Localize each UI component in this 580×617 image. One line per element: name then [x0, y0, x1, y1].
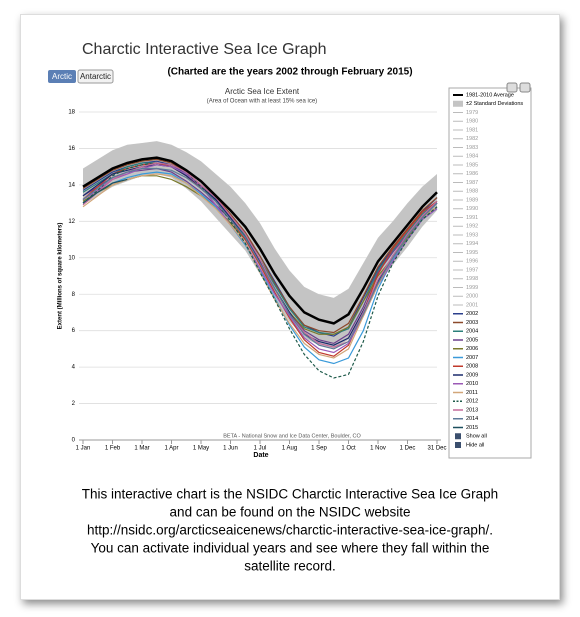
legend-button-icon[interactable] — [455, 433, 461, 440]
y-tick-label: 12 — [68, 219, 75, 225]
legend-label[interactable]: 2001 — [466, 302, 478, 308]
credit: BETA - National Snow and Ice Data Center… — [223, 433, 361, 439]
legend-label[interactable]: 1996 — [466, 259, 478, 265]
legend-label[interactable]: 1985 — [466, 162, 478, 168]
legend-label[interactable]: 2014 — [466, 416, 478, 422]
legend-label[interactable]: 1999 — [466, 285, 478, 291]
legend-label[interactable]: ±2 Standard Deviations — [466, 101, 523, 107]
y-tick-label: 16 — [68, 146, 75, 152]
chart-title: Arctic Sea Ice Extent — [225, 87, 300, 96]
legend-label[interactable]: 1987 — [466, 180, 478, 186]
tab-antarctic[interactable]: Antarctic — [80, 72, 111, 81]
caption-line: and can be found on the NSIDC website — [170, 505, 411, 520]
y-tick-label: 0 — [72, 438, 76, 444]
tab-arctic[interactable]: Arctic — [52, 72, 72, 81]
series-line — [82, 156, 438, 325]
caption-line: http://nsidc.org/arcticseaicenews/charct… — [87, 523, 493, 538]
legend-label[interactable]: 2012 — [466, 399, 478, 405]
y-tick-label: 2 — [72, 401, 76, 407]
legend-label[interactable]: 2002 — [466, 311, 478, 317]
x-tick-label: 1 Jun — [223, 446, 238, 452]
legend-label[interactable]: 2000 — [466, 294, 478, 300]
legend-label[interactable]: 2010 — [466, 381, 478, 387]
legend-label[interactable]: 1982 — [466, 136, 478, 142]
series-line — [82, 173, 438, 359]
y-tick-label: 6 — [72, 328, 76, 334]
x-tick-label: 31 Dec — [427, 446, 446, 452]
x-tick-label: 1 Nov — [370, 446, 386, 452]
x-tick-label: 1 Sep — [311, 446, 327, 452]
legend-label[interactable]: 1979 — [466, 110, 478, 116]
print-button[interactable] — [506, 82, 518, 93]
legend-label[interactable]: 1981 — [466, 127, 478, 133]
legend-label[interactable]: 1995 — [466, 250, 478, 256]
series-line — [82, 171, 438, 365]
std-band — [83, 141, 437, 349]
legend-label[interactable]: 1980 — [466, 119, 478, 125]
legend-label[interactable]: Show all — [466, 434, 487, 440]
tab-arctic-bg[interactable] — [48, 70, 76, 83]
legend-label[interactable]: 1981-2010 Average — [466, 92, 514, 98]
y-tick-label: 14 — [68, 182, 75, 188]
x-tick-label: 1 Apr — [164, 446, 178, 452]
caption-line: You can activate individual years and se… — [91, 541, 490, 556]
legend-label[interactable]: 1984 — [466, 154, 478, 160]
x-tick-label: 1 Jul — [254, 446, 267, 452]
legend-label[interactable]: 1991 — [466, 215, 478, 221]
page-subtitle: (Charted are the years 2002 through Febr… — [167, 67, 412, 78]
legend-label[interactable]: 2003 — [466, 320, 478, 326]
legend-label[interactable]: Hide all — [466, 442, 484, 448]
series-line — [82, 158, 438, 334]
x-axis-label: Date — [253, 452, 268, 459]
legend-label[interactable]: 2006 — [466, 346, 478, 352]
legend-label[interactable]: 2013 — [466, 407, 478, 413]
series-line — [82, 167, 438, 350]
legend-label[interactable]: 1994 — [466, 241, 478, 247]
x-tick-label: 1 Oct — [341, 446, 356, 452]
page-title: Charctic Interactive Sea Ice Graph — [82, 41, 327, 58]
legend-label[interactable]: 1998 — [466, 276, 478, 282]
legend-label[interactable]: 1983 — [466, 145, 478, 151]
x-tick-label: 1 Jan — [76, 446, 91, 452]
x-tick-label: 1 Dec — [400, 446, 416, 452]
legend-label[interactable]: 1988 — [466, 189, 478, 195]
caption-line: This interactive chart is the NSIDC Char… — [82, 487, 498, 502]
x-tick-label: 1 May — [193, 446, 209, 452]
legend-label[interactable]: 2015 — [466, 425, 478, 431]
series-line — [82, 178, 128, 204]
legend-label[interactable]: 2004 — [466, 329, 478, 335]
legend-label[interactable]: 2009 — [466, 372, 478, 378]
legend-label[interactable]: 1993 — [466, 232, 478, 238]
legend-label[interactable]: 1989 — [466, 197, 478, 203]
y-tick-label: 8 — [72, 292, 76, 298]
y-tick-label: 10 — [68, 255, 75, 261]
tab-antarctic-bg[interactable] — [77, 69, 114, 84]
series-line — [82, 162, 438, 379]
y-axis-label: Extent (Millions of square kilometers) — [58, 223, 64, 330]
caption-line: satellite record. — [244, 559, 336, 574]
legend-label[interactable]: 2011 — [466, 390, 478, 396]
legend-box — [448, 87, 532, 459]
legend-label[interactable]: 2008 — [466, 364, 478, 370]
legend-button-icon[interactable] — [455, 442, 461, 448]
x-tick-label: 1 Aug — [282, 446, 297, 452]
x-tick-label: 1 Feb — [105, 446, 121, 452]
legend-label[interactable]: 1997 — [466, 267, 478, 273]
y-tick-label: 4 — [72, 365, 76, 371]
chart-subtitle: (Area of Ocean with at least 15% sea ice… — [207, 99, 317, 105]
export-button[interactable] — [519, 82, 531, 93]
legend-label[interactable]: 1992 — [466, 224, 478, 230]
y-tick-label: 18 — [68, 110, 75, 116]
legend-label[interactable]: 2007 — [466, 355, 478, 361]
legend-swatch — [453, 100, 463, 107]
series-line — [82, 162, 438, 348]
legend-label[interactable]: 1986 — [466, 171, 478, 177]
legend-label[interactable]: 1990 — [466, 206, 478, 212]
x-tick-label: 1 Mar — [134, 446, 149, 452]
legend-label[interactable]: 2005 — [466, 337, 478, 343]
